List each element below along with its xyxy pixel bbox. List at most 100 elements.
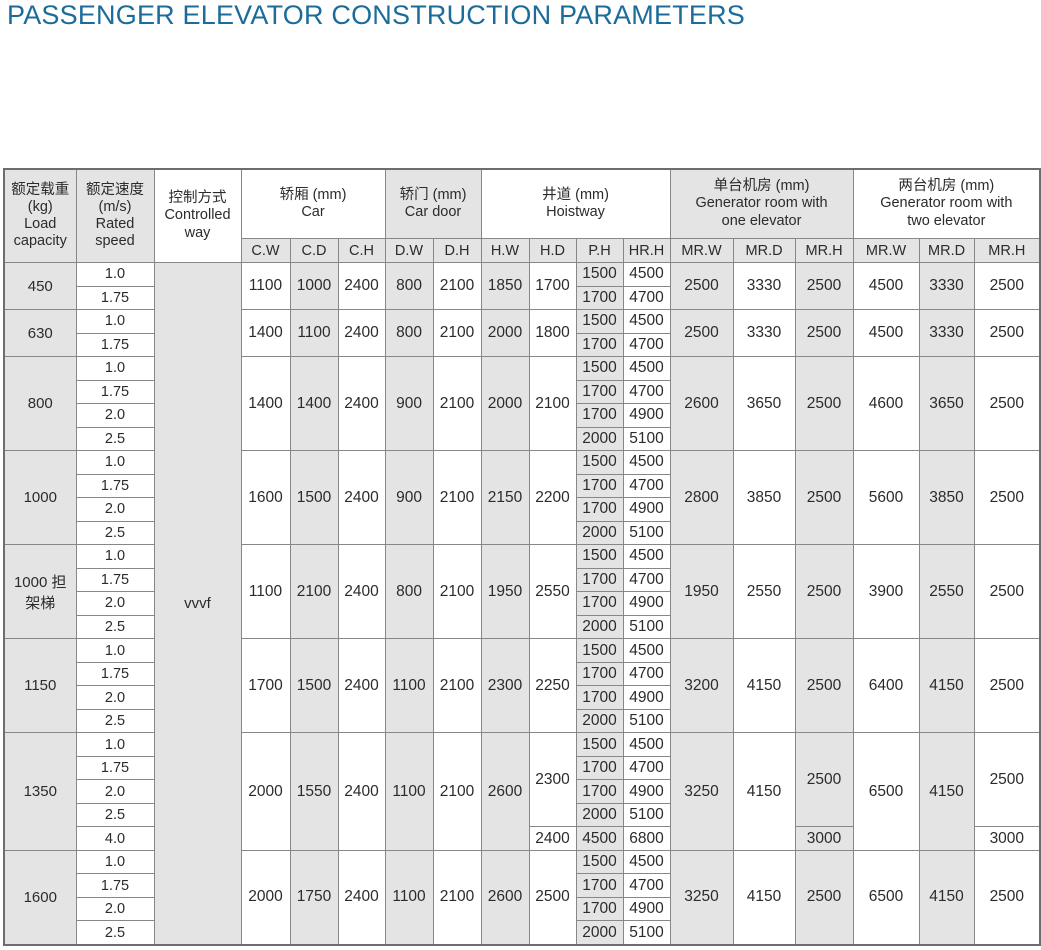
cell-car-width: 2000 (240, 849, 291, 946)
cell-machine-room-one-height: 2500 (794, 309, 854, 358)
cell-car-depth: 1400 (289, 356, 339, 452)
cell-pit-height: 1500 (575, 544, 624, 569)
cell-pit-height: 1700 (575, 567, 624, 593)
cell-hoistway-width: 2000 (480, 309, 530, 358)
cell-hoistway-width: 1950 (480, 544, 530, 640)
cell-machine-room-one-width: 2500 (669, 261, 734, 311)
cell-hoistway-depth: 2550 (528, 544, 577, 640)
table-body: 450 1.0 vvvf 1100 1000 2400 800 2100 1850 1700 150… (3, 261, 1041, 946)
cell-door-width: 900 (384, 356, 434, 452)
cell-rated-speed: 2.5 (75, 614, 155, 640)
cell-machine-room-two-width: 4600 (852, 356, 920, 452)
cell-pit-height: 1700 (575, 379, 624, 405)
cell-machine-room-two-width: 5600 (852, 450, 920, 546)
cell-headroom-height: 4500 (622, 356, 671, 381)
cell-machine-room-one-height: 2500 (794, 450, 854, 546)
cell-car-depth: 1500 (289, 450, 339, 546)
table-row: 1000 1.0 1600 1500 2400 900 2100 2150 2200 1500 45… (3, 450, 1041, 546)
cell-hoistway-width: 2300 (480, 638, 530, 734)
cell-car-height: 2400 (337, 732, 386, 851)
cell-headroom-height: 4900 (622, 896, 671, 922)
header-hoistway: 井道 (mm) Hoistway (480, 168, 671, 239)
table-row: 2.0 1700 4900 (4, 779, 1040, 804)
cell-headroom-height: 4900 (622, 779, 671, 804)
header-load-capacity: 额定载重 (kg) Load capacity (3, 168, 77, 263)
cell-pit-height: 2000 (575, 802, 624, 828)
cell-machine-room-two-depth: 3650 (918, 356, 975, 452)
cell-machine-room-one-width: 2500 (669, 309, 734, 358)
cell-door-width: 800 (384, 309, 434, 358)
cell-machine-room-two-height: 2500 (973, 638, 1041, 734)
cell-car-depth: 2100 (289, 544, 339, 640)
cell-car-width: 1600 (240, 450, 291, 546)
cell-pit-height: 1700 (575, 591, 624, 616)
cell-door-height: 2100 (432, 261, 482, 311)
cell-headroom-height: 4500 (622, 450, 671, 475)
subheader-cd: C.D (289, 238, 339, 263)
cell-pit-height: 2000 (575, 426, 624, 452)
cell-headroom-height: 4700 (622, 873, 671, 898)
table-row: 1.75 1700 4700 (4, 285, 1040, 311)
table-row: 2.5 2000 5100 (4, 920, 1040, 946)
cell-rated-speed: 2.0 (75, 896, 155, 922)
cell-machine-room-one-depth: 3650 (732, 356, 796, 452)
cell-pit-height: 1700 (575, 403, 624, 428)
cell-hoistway-depth: 2200 (528, 450, 577, 546)
cell-machine-room-two-depth: 2550 (918, 544, 975, 640)
cell-headroom-height: 4700 (622, 661, 671, 687)
cell-headroom-height: 5100 (622, 802, 671, 828)
cell-machine-room-two-depth: 4150 (918, 849, 975, 946)
cell-machine-room-one-depth: 3330 (732, 261, 796, 311)
cell-rated-speed: 2.5 (75, 802, 155, 828)
cell-headroom-height: 5100 (622, 520, 671, 546)
cell-hoistway-depth: 2400 (528, 826, 577, 851)
cell-machine-room-one-height: 2500 (794, 638, 854, 734)
cell-machine-room-two-depth: 3330 (918, 309, 975, 358)
cell-headroom-height: 4500 (622, 262, 671, 287)
cell-machine-room-two-depth: 3850 (918, 450, 975, 546)
cell-door-height: 2100 (432, 544, 482, 640)
header-car-door: 轿门 (mm) Car door (384, 168, 482, 239)
cell-headroom-height: 4700 (622, 567, 671, 593)
page-title: PASSENGER ELEVATOR CONSTRUCTION PARAMETE… (7, 0, 746, 30)
table-row: 1.75 1700 4700 (4, 661, 1040, 687)
cell-machine-room-one-height: 2500 (794, 261, 854, 311)
cell-door-width: 1100 (384, 638, 434, 734)
subheader-mrw2: MR.W (852, 238, 920, 263)
cell-pit-height: 1700 (575, 285, 624, 311)
cell-rated-speed: 1.75 (75, 567, 155, 593)
cell-headroom-height: 4700 (622, 755, 671, 781)
cell-machine-room-two-width: 4500 (852, 309, 920, 358)
cell-rated-speed: 1.75 (75, 873, 155, 898)
table-row: 2.0 1700 4900 (4, 403, 1040, 428)
cell-pit-height: 1700 (575, 896, 624, 922)
cell-rated-speed: 4.0 (75, 826, 155, 851)
cell-pit-height: 1500 (575, 309, 624, 334)
cell-car-height: 2400 (337, 309, 386, 358)
cell-door-height: 2100 (432, 849, 482, 946)
table-row: 1350 1.0 2000 1550 2400 1100 2100 2600 2300 1500 4… (3, 732, 1041, 851)
cell-headroom-height: 5100 (622, 708, 671, 734)
cell-rated-speed: 1.0 (75, 309, 155, 334)
cell-door-height: 2100 (432, 356, 482, 452)
cell-pit-height: 1500 (575, 849, 624, 875)
cell-machine-room-one-width: 2800 (669, 450, 734, 546)
subheader-mrd1: MR.D (732, 238, 796, 263)
cell-machine-room-two-height: 2500 (973, 450, 1041, 546)
table-row: 2.0 1700 4900 (4, 497, 1040, 522)
cell-load-capacity: 1600 (3, 849, 77, 946)
cell-load-capacity: 1000 (3, 450, 77, 546)
cell-car-width: 1400 (240, 309, 291, 358)
cell-pit-height: 1700 (575, 685, 624, 710)
cell-pit-height: 1700 (575, 332, 624, 358)
cell-hoistway-depth: 2250 (528, 638, 577, 734)
cell-door-width: 800 (384, 544, 434, 640)
cell-machine-room-two-depth: 3330 (918, 261, 975, 311)
cell-car-width: 1700 (240, 638, 291, 734)
header-car: 轿厢 (mm) Car (240, 168, 386, 239)
cell-machine-room-one-height: 2500 (794, 544, 854, 640)
cell-car-height: 2400 (337, 450, 386, 546)
cell-rated-speed: 1.0 (75, 638, 155, 663)
table-row: 1000 担 架梯 1.0 1100 2100 2400 800 2100 1950 2550 1… (3, 544, 1041, 640)
subheader-ph: P.H (575, 238, 624, 263)
